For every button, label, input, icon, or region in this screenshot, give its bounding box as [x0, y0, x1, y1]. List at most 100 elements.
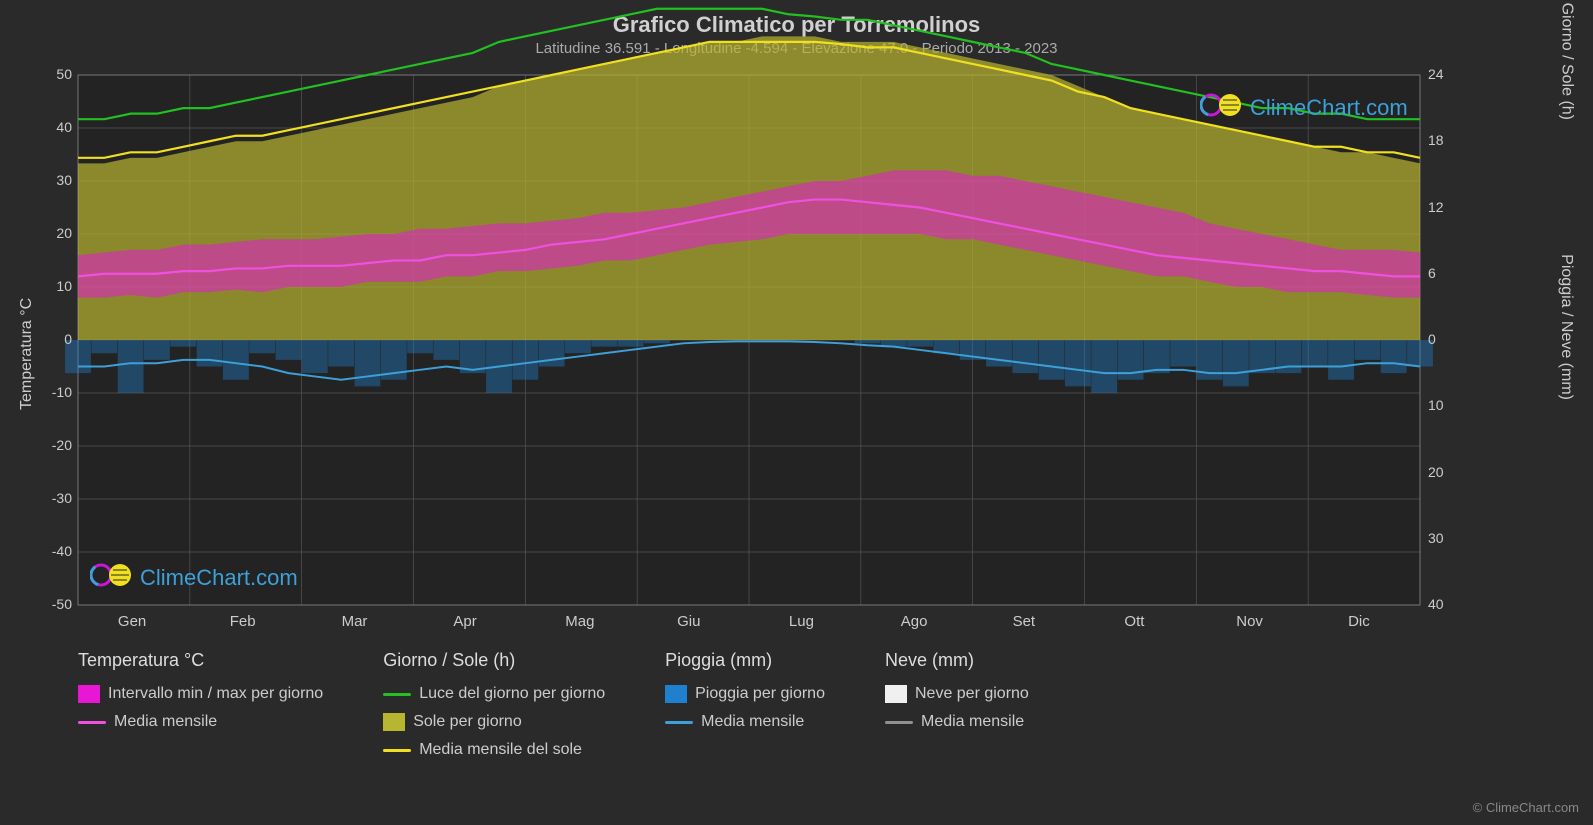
legend-header: Giorno / Sole (h) [383, 650, 605, 671]
left-tick: 0 [64, 331, 72, 347]
left-tick: 20 [56, 225, 72, 241]
rain-bar [539, 340, 565, 367]
legend-swatch-line [383, 749, 411, 752]
rain-bar [512, 340, 538, 380]
legend-item: Luce del giorno per giorno [383, 685, 605, 703]
right-bottom-tick: 20 [1428, 464, 1444, 480]
legend-group: Neve (mm) Neve per giorno Media mensile [885, 650, 1029, 759]
legend-label: Pioggia per giorno [695, 685, 825, 703]
legend-label: Sole per giorno [413, 713, 522, 731]
watermark-text: ClimeChart.com [140, 565, 298, 591]
rain-bar [433, 340, 459, 360]
x-tick: Lug [789, 613, 814, 630]
left-tick: -50 [52, 596, 72, 612]
legend-item: Media mensile [665, 713, 825, 731]
rain-bar [986, 340, 1012, 367]
legend-swatch-square [383, 713, 405, 731]
rain-bar [223, 340, 249, 380]
rain-bar [907, 340, 933, 347]
legend-label: Neve per giorno [915, 685, 1029, 703]
rain-bar [1302, 340, 1328, 367]
rain-bar [1091, 340, 1117, 393]
left-tick: -10 [52, 384, 72, 400]
rain-bar [1039, 340, 1065, 380]
rain-bar [1381, 340, 1407, 373]
x-tick: Mar [342, 613, 368, 630]
legend-label: Media mensile [921, 713, 1024, 731]
x-tick: Apr [453, 613, 476, 630]
legend-swatch-line [665, 721, 693, 724]
x-tick: Dic [1348, 613, 1370, 630]
right-bottom-tick: 10 [1428, 397, 1444, 413]
left-tick: 40 [56, 119, 72, 135]
legend-group: Temperatura °C Intervallo min / max per g… [78, 650, 323, 759]
rain-bar [302, 340, 328, 373]
rain-bar [249, 340, 275, 353]
legend-header: Temperatura °C [78, 650, 323, 671]
left-tick: 50 [56, 66, 72, 82]
climechart-logo-icon [1200, 90, 1244, 126]
rain-bar [197, 340, 223, 367]
x-tick: Giu [677, 613, 700, 630]
rain-bar [276, 340, 302, 360]
legend-header: Neve (mm) [885, 650, 1029, 671]
rain-bar [91, 340, 117, 353]
right-top-tick: 6 [1428, 265, 1436, 281]
legend-swatch-line [885, 721, 913, 724]
x-tick: Set [1013, 613, 1036, 630]
legend-item: Sole per giorno [383, 713, 605, 731]
right-top-tick: 0 [1428, 331, 1436, 347]
rain-bar [1328, 340, 1354, 380]
rain-bar [618, 340, 644, 347]
rain-bar [1223, 340, 1249, 386]
legend-item: Neve per giorno [885, 685, 1029, 703]
legend-swatch-square [885, 685, 907, 703]
legend-item: Intervallo min / max per giorno [78, 685, 323, 703]
legend-item: Media mensile [78, 713, 323, 731]
rain-bar [407, 340, 433, 353]
left-tick: -20 [52, 437, 72, 453]
rain-bar [1144, 340, 1170, 373]
rain-bar [144, 340, 170, 360]
left-tick: 10 [56, 278, 72, 294]
right-top-tick: 24 [1428, 66, 1444, 82]
rain-bar [565, 340, 591, 353]
legend-label: Media mensile [114, 713, 217, 731]
legend-item: Media mensile del sole [383, 741, 605, 759]
watermark-text: ClimeChart.com [1250, 95, 1408, 121]
legend-label: Media mensile [701, 713, 804, 731]
left-tick: -30 [52, 490, 72, 506]
rain-bar [1065, 340, 1091, 386]
legend-label: Media mensile del sole [419, 741, 582, 759]
x-tick: Nov [1236, 613, 1263, 630]
right-bottom-tick: 30 [1428, 530, 1444, 546]
right-top-tick: 18 [1428, 132, 1444, 148]
rain-bar [1012, 340, 1038, 373]
chart-container: Grafico Climatico per Torremolinos Latit… [0, 0, 1593, 825]
right-top-tick: 12 [1428, 199, 1444, 215]
legend-swatch-square [665, 685, 687, 703]
x-tick: Ago [901, 613, 928, 630]
legend-swatch-line [383, 693, 411, 696]
x-tick: Gen [118, 613, 146, 630]
legend-header: Pioggia (mm) [665, 650, 825, 671]
rain-bar [170, 340, 196, 347]
rain-bar [328, 340, 354, 367]
legend-item: Media mensile [885, 713, 1029, 731]
legend-swatch-line [78, 721, 106, 724]
rain-bar [355, 340, 381, 386]
rain-bar [591, 340, 617, 347]
legend-label: Luce del giorno per giorno [419, 685, 605, 703]
watermark: ClimeChart.com [1200, 90, 1408, 126]
left-tick: 30 [56, 172, 72, 188]
legend-group: Giorno / Sole (h) Luce del giorno per gio… [383, 650, 605, 759]
rain-bar [118, 340, 144, 393]
legend-group: Pioggia (mm) Pioggia per giorno Media mens… [665, 650, 825, 759]
x-tick: Ott [1124, 613, 1144, 630]
x-tick: Mag [565, 613, 594, 630]
watermark: ClimeChart.com [90, 560, 298, 596]
right-bottom-tick: 40 [1428, 596, 1444, 612]
rain-bar [644, 340, 670, 343]
rain-bar [1354, 340, 1380, 360]
copyright-text: © ClimeChart.com [1473, 800, 1579, 815]
